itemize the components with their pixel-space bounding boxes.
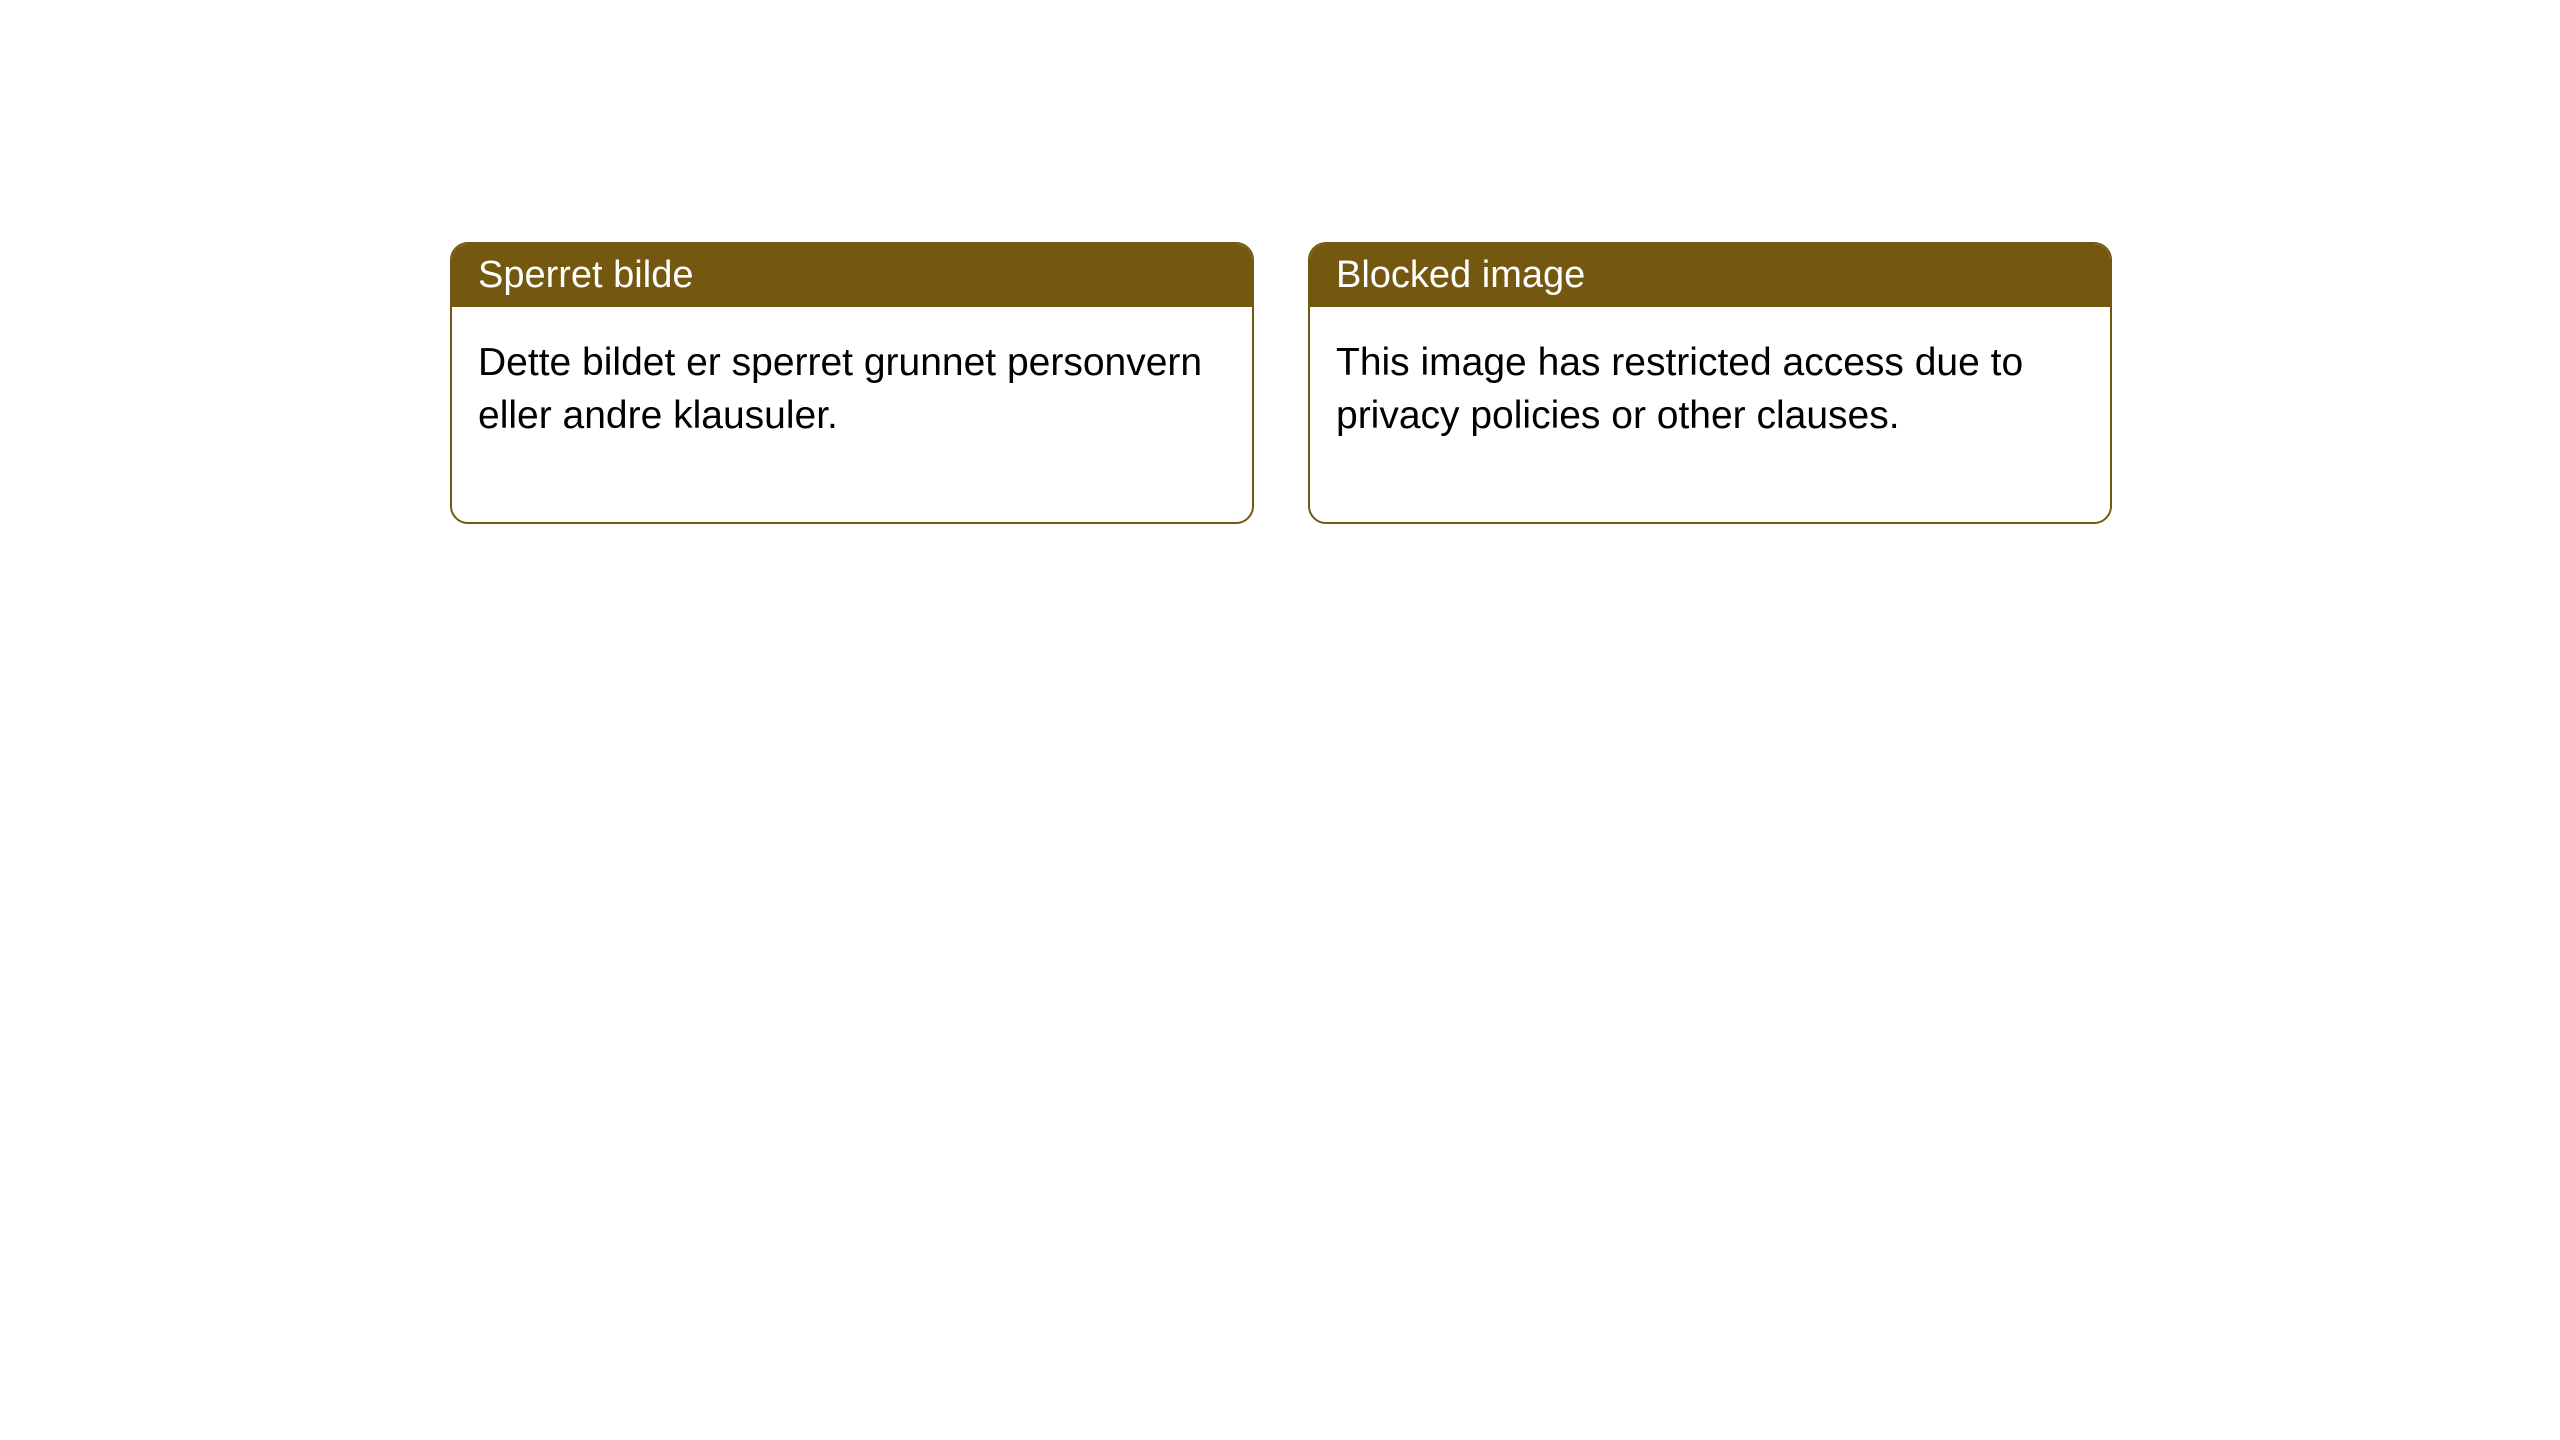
- card-header-norwegian: Sperret bilde: [452, 244, 1252, 307]
- card-body-english: This image has restricted access due to …: [1310, 307, 2110, 522]
- blocked-image-card-norwegian: Sperret bilde Dette bildet er sperret gr…: [450, 242, 1254, 524]
- card-body-norwegian: Dette bildet er sperret grunnet personve…: [452, 307, 1252, 522]
- blocked-image-cards: Sperret bilde Dette bildet er sperret gr…: [450, 242, 2560, 524]
- card-header-english: Blocked image: [1310, 244, 2110, 307]
- blocked-image-card-english: Blocked image This image has restricted …: [1308, 242, 2112, 524]
